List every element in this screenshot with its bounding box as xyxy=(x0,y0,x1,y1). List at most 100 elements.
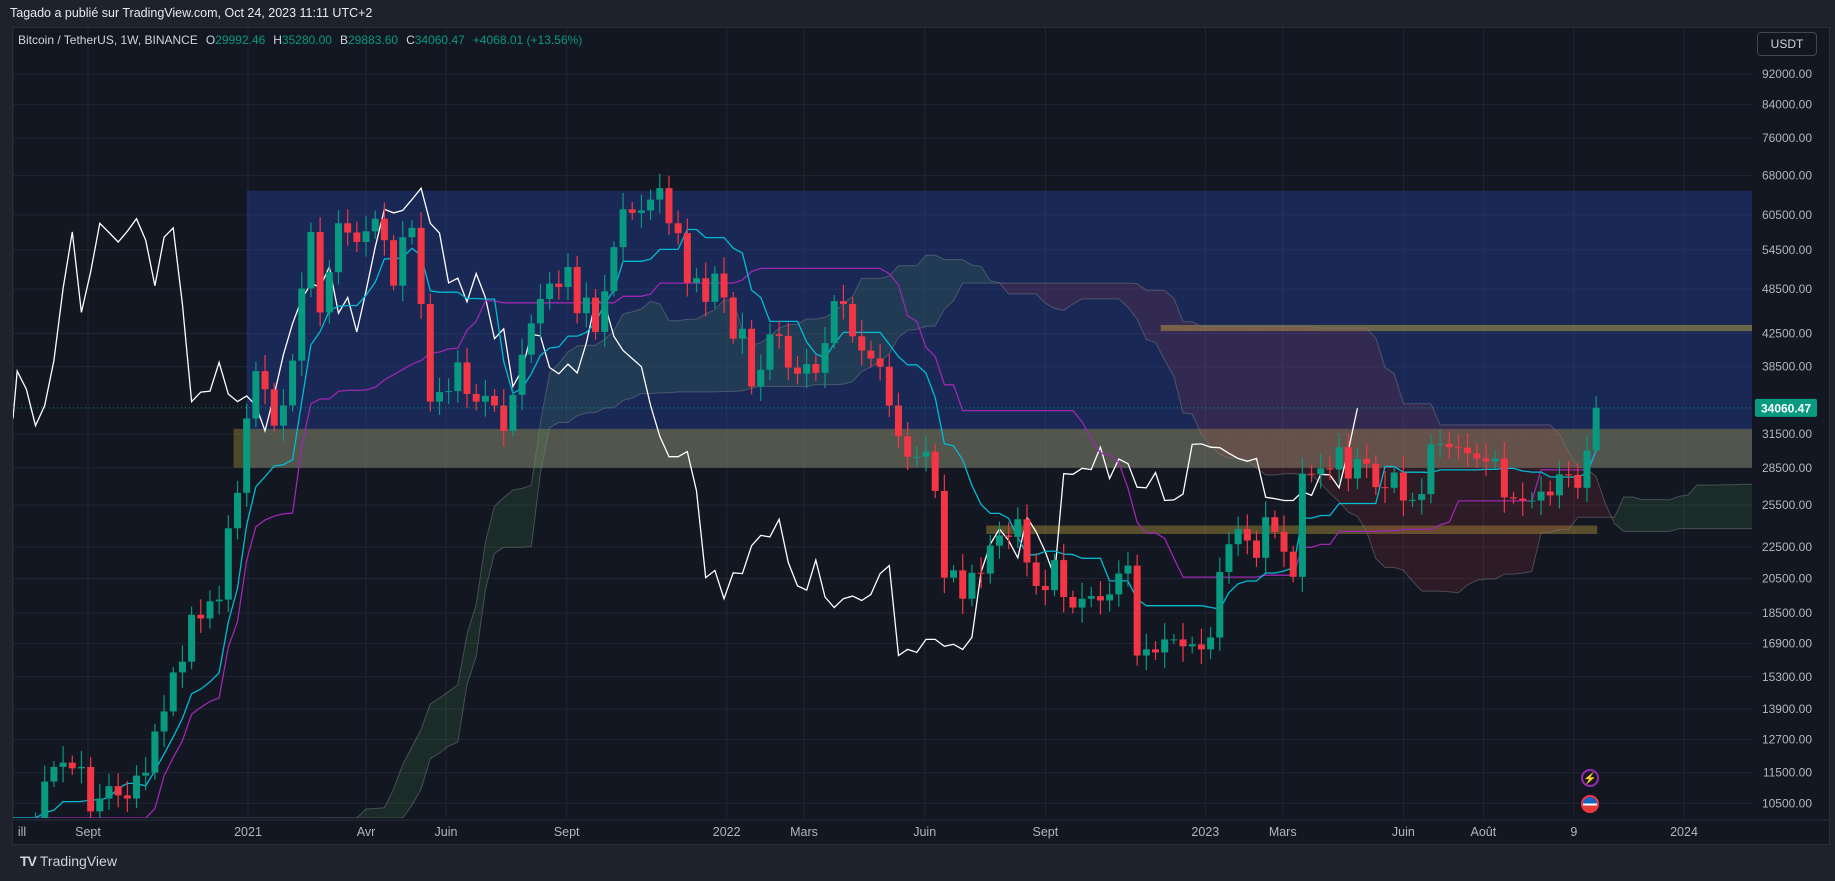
x-tick-label: Juin xyxy=(1392,825,1415,839)
candle-body xyxy=(766,334,774,370)
candle-body xyxy=(14,818,21,819)
candle-body xyxy=(729,297,737,339)
candle xyxy=(858,320,866,366)
candle-body xyxy=(325,272,333,313)
candle-body xyxy=(1252,540,1260,558)
candle-body xyxy=(536,298,544,324)
cloud-segment-bullish xyxy=(944,259,954,310)
candle xyxy=(362,215,370,257)
open-label: O xyxy=(205,33,216,47)
cloud-segment-bullish xyxy=(448,685,458,746)
lightning-event-icon[interactable]: ⚡ xyxy=(1581,769,1599,787)
cloud-segment-bearish xyxy=(1366,328,1376,559)
candle-body xyxy=(573,266,581,314)
cloud-segment-bearish xyxy=(1412,403,1422,592)
candle-body xyxy=(1546,491,1554,496)
cloud-segment-bearish xyxy=(1320,328,1330,494)
candle xyxy=(1216,557,1224,651)
candle xyxy=(151,723,159,780)
candle xyxy=(87,757,95,818)
candle-body xyxy=(757,369,765,387)
candle-body xyxy=(1069,596,1077,608)
candle-body xyxy=(344,223,352,233)
current-price-badge xyxy=(1755,398,1817,417)
candle xyxy=(582,282,590,328)
candle-body xyxy=(289,360,297,406)
cloud-segment-bullish xyxy=(1660,499,1670,532)
cloud-segment-bullish xyxy=(1743,484,1752,529)
candle-body xyxy=(353,232,361,243)
candle-body xyxy=(738,328,746,339)
candle xyxy=(683,218,691,297)
candle xyxy=(775,320,783,349)
cloud-segment-bullish xyxy=(935,255,945,326)
candle-body xyxy=(601,291,609,332)
cloud-segment-bullish xyxy=(659,304,669,393)
cloud-segment-bullish xyxy=(512,488,523,548)
candle-body xyxy=(1087,596,1095,599)
candle xyxy=(1546,480,1554,506)
currency-button[interactable]: USDT xyxy=(1757,32,1817,56)
candle xyxy=(1032,553,1040,595)
cloud-segment-bearish xyxy=(1357,328,1367,532)
candle-body xyxy=(995,535,1003,546)
candle-body xyxy=(1280,531,1288,552)
cloud-segment-bearish xyxy=(1559,434,1569,530)
candle xyxy=(234,480,242,540)
cloud-segment-bearish xyxy=(1036,283,1046,304)
cloud-segment-bullish xyxy=(1687,485,1698,529)
candle-body xyxy=(105,786,113,799)
cloud-segment-bullish xyxy=(1678,494,1688,529)
candle-body xyxy=(1142,649,1150,656)
candle xyxy=(1473,443,1481,468)
us-flag-economic-event-icon[interactable] xyxy=(1581,795,1599,813)
candle xyxy=(1207,627,1215,660)
candle xyxy=(454,350,462,403)
candle-body xyxy=(445,391,453,393)
cloud-segment-bullish xyxy=(366,808,376,818)
candle xyxy=(1179,623,1187,662)
cloud-segment-bullish xyxy=(494,497,504,554)
cloud-segment-bearish xyxy=(1091,283,1101,299)
candle-body xyxy=(1225,544,1233,572)
cloud-segment-bullish xyxy=(421,703,431,789)
candle xyxy=(1152,641,1160,661)
cloud-segment-bullish xyxy=(1733,484,1744,529)
candle xyxy=(1500,442,1508,513)
x-tick-label: Avr xyxy=(357,825,376,839)
candle-body xyxy=(481,395,489,402)
cloud-segment-bullish xyxy=(384,789,394,818)
candle xyxy=(41,765,49,818)
candle-body xyxy=(1344,447,1352,479)
candle xyxy=(793,355,801,385)
senkou-span-a-line xyxy=(81,254,1752,818)
candle-body xyxy=(1583,450,1591,488)
candle-body xyxy=(1289,551,1297,577)
cloud-segment-bullish xyxy=(375,807,385,818)
cloud-segment-bearish xyxy=(1385,367,1395,568)
candle xyxy=(867,340,875,368)
candle xyxy=(1454,434,1462,460)
candle-body xyxy=(647,199,655,211)
candle-body xyxy=(849,303,857,337)
cloud-segment-bullish xyxy=(402,747,412,818)
candle-body xyxy=(656,188,664,200)
cloud-segment-bullish xyxy=(1669,496,1679,532)
candle-body xyxy=(509,394,517,431)
candle-body xyxy=(243,418,251,493)
candle xyxy=(1023,504,1031,577)
candle-body xyxy=(867,350,875,359)
x-tick-label: 9 xyxy=(1570,825,1577,839)
candle xyxy=(426,293,434,412)
cloud-segment-bearish xyxy=(1284,326,1294,474)
candle-body xyxy=(968,572,976,599)
candle-body xyxy=(426,303,434,402)
candle-body xyxy=(169,672,177,712)
candle xyxy=(445,378,453,405)
candle-body xyxy=(50,766,58,782)
candle xyxy=(1583,435,1591,502)
candle-body xyxy=(702,278,710,302)
cloud-segment-bullish xyxy=(476,542,486,657)
y-tick-label: 11500.00 xyxy=(1763,766,1812,780)
